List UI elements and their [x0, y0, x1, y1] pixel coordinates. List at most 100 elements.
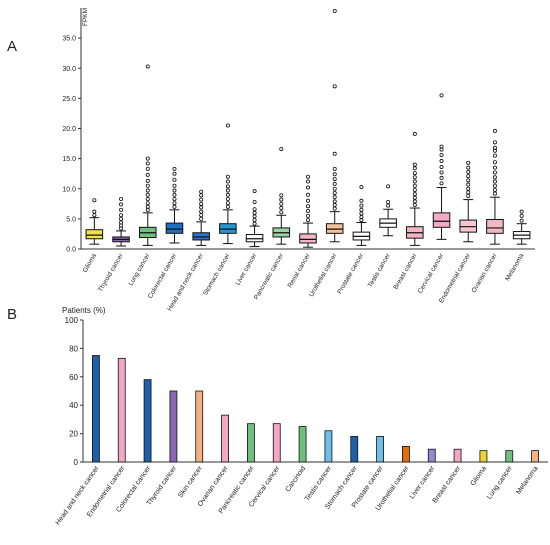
outlier-point: [332, 177, 337, 182]
outlier-point: [439, 175, 444, 180]
outlier-point: [332, 195, 337, 200]
outlier-point: [119, 202, 124, 207]
x-tick-label: Breast cancer: [392, 252, 419, 291]
outlier-point: [332, 203, 337, 208]
outlier-point: [225, 192, 230, 197]
bar-cervical-cancer: [272, 423, 281, 463]
outlier-point: [412, 131, 417, 136]
outlier-point: [332, 172, 337, 177]
panel-b-y-label: Patients (%): [62, 306, 106, 315]
y-tick-label: 30.0: [62, 66, 76, 73]
box-glioma: [85, 198, 104, 245]
panel-b-bars: [92, 355, 539, 463]
outlier-point: [252, 221, 257, 226]
box-stomach-cancer: [219, 123, 237, 245]
outlier-point: [492, 191, 497, 196]
panel-a-x-labels: Glioma Thyroid cancer Lung cancerColorecta…: [82, 252, 526, 313]
bar-lung-cancer: [505, 450, 514, 463]
outlier-point: [492, 145, 497, 150]
outlier-point: [92, 213, 97, 218]
outlier-point: [439, 144, 444, 149]
y-tick-label: 60: [69, 373, 78, 382]
outlier-point: [412, 195, 417, 200]
outlier-point: [145, 188, 150, 193]
x-tick-label: Testis cancer: [304, 465, 334, 503]
outlier-point: [252, 214, 257, 219]
box-urothelial-cancer: [325, 9, 344, 243]
outlier-point: [145, 204, 150, 209]
outlier-point: [279, 193, 284, 198]
panel-a-boxplot: FPKM 0.0 5.0 10.0 15.0 20.0 25.0 30.0 35.0 Glio…: [62, 8, 535, 312]
box-renal-cancer: [299, 174, 317, 248]
x-tick-label: Liver cancer: [235, 252, 259, 287]
panel-a-label: A: [7, 38, 17, 55]
outlier-point: [119, 220, 124, 225]
outlier-point: [412, 162, 417, 167]
outlier-point: [466, 169, 471, 174]
outlier-point: [412, 166, 417, 171]
outlier-point: [519, 213, 524, 218]
outlier-point: [145, 64, 150, 69]
outlier-point: [305, 179, 310, 184]
y-tick-label: 20: [69, 430, 78, 439]
outlier-point: [466, 186, 471, 191]
box-lung-cancer: [138, 64, 157, 246]
outlier-point: [332, 151, 337, 156]
bar-endometrial-cancer: [117, 357, 126, 463]
y-tick-label: 80: [69, 344, 78, 353]
outlier-point: [199, 213, 204, 218]
outlier-point: [332, 190, 337, 195]
panel-a-y-ticks: 0.0 5.0 10.0 15.0 20.0 25.0 30.0 35.0: [62, 36, 81, 254]
outlier-point: [519, 218, 524, 223]
panel-a-y-label: FPKM: [82, 8, 89, 26]
outlier-point: [466, 190, 471, 195]
outlier-point: [466, 165, 471, 170]
outlier-point: [172, 204, 177, 209]
outlier-point: [492, 153, 497, 158]
outlier-point: [172, 171, 177, 176]
bar-liver-cancer: [427, 448, 436, 463]
y-tick-label: 25.0: [62, 96, 76, 103]
outlier-point: [492, 140, 497, 145]
outlier-point: [386, 200, 391, 205]
outlier-point: [172, 188, 177, 193]
box-iqr: [325, 223, 344, 234]
bar-testis-cancer: [324, 430, 333, 463]
box-prostate-cancer: [352, 184, 371, 246]
outlier-point: [119, 207, 124, 212]
x-tick-label: Head and neck cancer: [55, 465, 101, 527]
outlier-point: [466, 193, 471, 198]
box-iqr: [459, 219, 478, 233]
outlier-point: [145, 192, 150, 197]
bar-urothelial-cancer: [402, 445, 410, 463]
bar-colorectal-cancer: [143, 379, 152, 463]
outlier-point: [145, 201, 150, 206]
box-head-and-neck-cancer: [192, 189, 210, 246]
x-tick-label: Lung cancer: [128, 252, 152, 287]
outlier-point: [172, 183, 177, 188]
outlier-point: [412, 192, 417, 197]
box-pancreatic-cancer: [272, 146, 291, 245]
x-tick-label: Melanoma: [504, 252, 525, 282]
bar-ovarian-cancer: [221, 414, 229, 463]
outlier-point: [225, 179, 230, 184]
box-iqr: [219, 223, 237, 234]
outlier-point: [305, 198, 310, 203]
y-tick-label: 15.0: [62, 156, 76, 163]
outlier-point: [359, 215, 364, 220]
bar-melanoma: [531, 450, 539, 463]
outlier-point: [412, 175, 417, 180]
outlier-point: [332, 206, 337, 211]
box-iqr: [85, 229, 104, 240]
bar-head-and-neck-cancer: [92, 355, 100, 463]
panel-a-boxes: [85, 9, 531, 248]
box-cervical-cancer: [432, 93, 451, 240]
outlier-point: [412, 183, 417, 188]
x-tick-label: Urothelial cancer: [308, 252, 339, 298]
panel-b-label: B: [7, 306, 17, 323]
outlier-point: [119, 216, 124, 221]
outlier-point: [332, 181, 337, 186]
outlier-point: [225, 123, 230, 128]
